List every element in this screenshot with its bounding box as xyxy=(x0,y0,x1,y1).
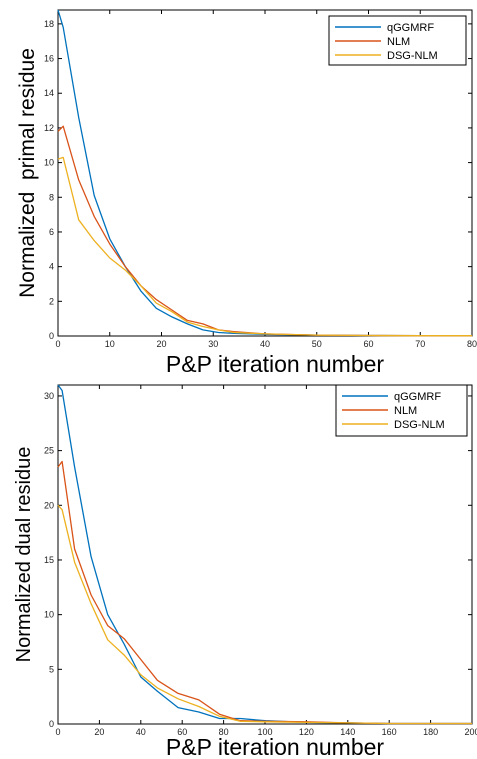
y-tick-label: 25 xyxy=(44,446,54,456)
y-tick-label: 18 xyxy=(44,19,54,29)
x-tick-label: 140 xyxy=(340,727,355,737)
x-tick-label: 0 xyxy=(55,339,60,349)
y-tick-label: 30 xyxy=(44,391,54,401)
x-tick-label: 180 xyxy=(423,727,438,737)
x-tick-label: 30 xyxy=(208,339,218,349)
y-tick-label: 5 xyxy=(49,664,54,674)
legend: qGGMRF NLM DSG-NLM xyxy=(335,384,468,437)
legend-entry: NLM xyxy=(394,405,417,417)
y-tick-label: 2 xyxy=(49,296,54,306)
legend-entry: qGGMRF xyxy=(394,391,441,403)
x-tick-label: 60 xyxy=(363,339,373,349)
y-tick-label: 20 xyxy=(44,500,54,510)
y-tick-label: 15 xyxy=(44,555,54,565)
y-tick-label: 10 xyxy=(44,610,54,620)
y-tick-label: 4 xyxy=(49,262,54,272)
x-tick-label: 80 xyxy=(219,727,229,737)
y-axis-label: Normalized dual residue xyxy=(13,447,35,663)
x-tick-label: 200 xyxy=(464,727,477,737)
y-tick-label: 0 xyxy=(49,719,54,729)
x-tick-label: 120 xyxy=(299,727,314,737)
legend-entry: DSG-NLM xyxy=(394,419,445,431)
y-tick-label: 0 xyxy=(49,331,54,341)
legend: qGGMRF NLM DSG-NLM xyxy=(328,15,467,66)
x-axis-label: P&P iteration number xyxy=(166,351,385,377)
legend-entry: DSG-NLM xyxy=(387,50,438,62)
series-line-dsg-nlm xyxy=(57,504,472,725)
legend-entry: NLM xyxy=(387,36,410,48)
series-line-dsg-nlm xyxy=(57,156,472,337)
y-tick-label: 12 xyxy=(44,123,54,133)
x-tick-label: 50 xyxy=(312,339,322,349)
x-tick-label: 10 xyxy=(105,339,115,349)
x-tick-label: 80 xyxy=(467,339,477,349)
y-tick-label: 10 xyxy=(44,158,54,168)
y-tick-label: 6 xyxy=(49,227,54,237)
primal-residue-chart: 0 10 20 30 40 50 60 70 80 0 2 4 6 8 10 12 14 16 18 P&P iter… xyxy=(16,9,477,377)
x-tick-label: 100 xyxy=(257,727,272,737)
plot-area xyxy=(57,384,473,725)
y-tick-label: 8 xyxy=(49,192,54,202)
x-tick-label: 70 xyxy=(415,339,425,349)
x-tick-label: 40 xyxy=(136,727,146,737)
x-tick-label: 20 xyxy=(156,339,166,349)
y-tick-label: 16 xyxy=(44,54,54,64)
legend-entry: qGGMRF xyxy=(387,22,434,34)
x-tick-label: 20 xyxy=(94,727,104,737)
dual-residue-chart: 0 20 40 60 80 100 120 140 160 180 200 0 5 10 15 20 25 30 P… xyxy=(13,384,477,759)
x-tick-label: 40 xyxy=(260,339,270,349)
x-tick-label: 0 xyxy=(55,727,60,737)
x-axis-label: P&P iteration number xyxy=(166,734,385,759)
y-axis-label: Normalized primal residue xyxy=(16,48,39,298)
y-tick-label: 14 xyxy=(44,88,54,98)
x-tick-label: 60 xyxy=(177,727,187,737)
x-tick-label: 160 xyxy=(382,727,397,737)
